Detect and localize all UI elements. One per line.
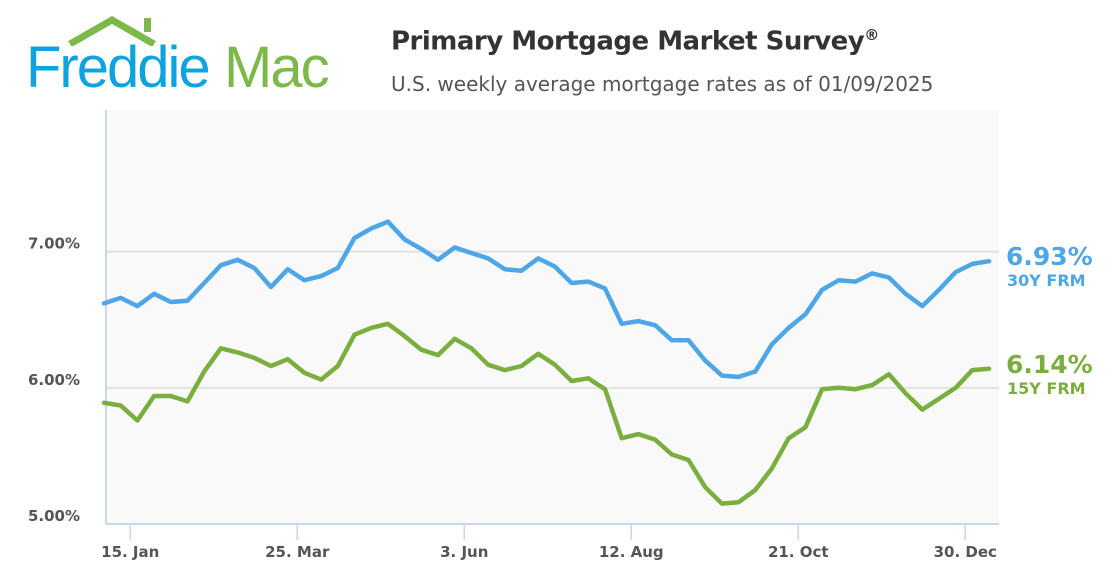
series-line-30y-frm (101, 219, 992, 380)
y-tick-label: 7.00% (28, 235, 80, 253)
house-roof-icon (68, 16, 156, 46)
chart-subtitle: U.S. weekly average mortgage rates as of… (391, 72, 934, 96)
logo-freddie-text: Freddie (26, 35, 211, 100)
series-line-15y-frm (101, 321, 992, 506)
x-tick-label: 12. Aug (599, 543, 664, 561)
series-name-label: 30Y FRM (1007, 271, 1086, 290)
end-value-label: 6.14% (1006, 350, 1093, 379)
x-tick-label: 3. Jun (440, 543, 488, 561)
y-tick-label: 6.00% (28, 371, 80, 389)
y-tick-label: 5.00% (28, 507, 80, 525)
end-value-label: 6.93% (1006, 242, 1093, 271)
title-text: Primary Mortgage Market Survey (391, 26, 865, 57)
x-tick-label: 30. Dec (934, 543, 997, 561)
plot-area (106, 110, 999, 524)
x-tick-label: 25. Mar (265, 543, 330, 561)
chart-title: Primary Mortgage Market Survey® (391, 26, 879, 57)
x-tick-label: 21. Oct (768, 543, 829, 561)
x-tick-label: 15. Jan (101, 543, 159, 561)
freddie-mac-logo: Freddie Mac (26, 16, 356, 98)
series-name-label: 15Y FRM (1007, 379, 1086, 398)
registered-mark: ® (864, 26, 879, 44)
logo-mac-text: Mac (224, 35, 330, 100)
